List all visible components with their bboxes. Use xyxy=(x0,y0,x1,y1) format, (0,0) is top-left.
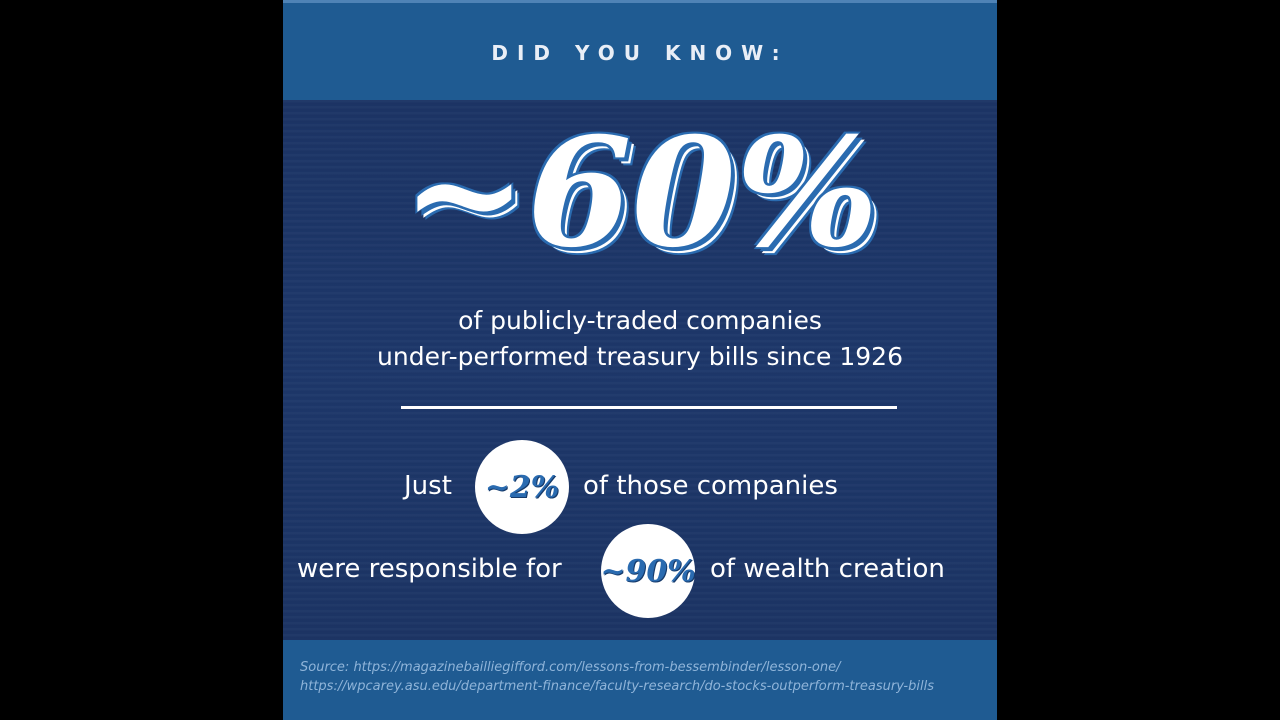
fact-row-1-prefix: Just xyxy=(404,471,452,501)
source-citation: Source: https://magazinebailliegifford.c… xyxy=(300,658,934,696)
stat-caption-line-1: of publicly-traded companies xyxy=(458,306,822,335)
highlight-circle-90pct: ~90% xyxy=(600,524,696,618)
stat-caption: of publicly-traded companies under-perfo… xyxy=(283,303,997,375)
kicker-text: DID YOU KNOW: xyxy=(491,41,789,65)
divider-line xyxy=(401,406,897,409)
highlight-circle-2pct: ~2% xyxy=(475,440,569,534)
source-band: Source: https://magazinebailliegifford.c… xyxy=(283,640,997,720)
fact-row-1: Just ~2% of those companies xyxy=(283,440,997,536)
fact-row-2-prefix: were responsible for xyxy=(297,554,562,584)
source-line-1: Source: https://magazinebailliegifford.c… xyxy=(300,660,841,675)
stat-caption-line-2: under-performed treasury bills since 192… xyxy=(377,342,903,371)
fact-row-2-suffix: of wealth creation xyxy=(710,554,945,584)
infographic-card: DID YOU KNOW: ~60% of publicly-traded co… xyxy=(283,0,997,720)
fact-row-1-suffix: of those companies xyxy=(583,471,838,501)
header-band: DID YOU KNOW: xyxy=(283,0,997,100)
fact-row-2: were responsible for ~90% of wealth crea… xyxy=(283,524,997,620)
headline-stat: ~60% xyxy=(401,105,879,281)
source-line-2: https://wpcarey.asu.edu/department-finan… xyxy=(300,679,934,694)
highlight-value-90pct: ~90% xyxy=(600,553,696,589)
highlight-value-2pct: ~2% xyxy=(484,469,560,505)
